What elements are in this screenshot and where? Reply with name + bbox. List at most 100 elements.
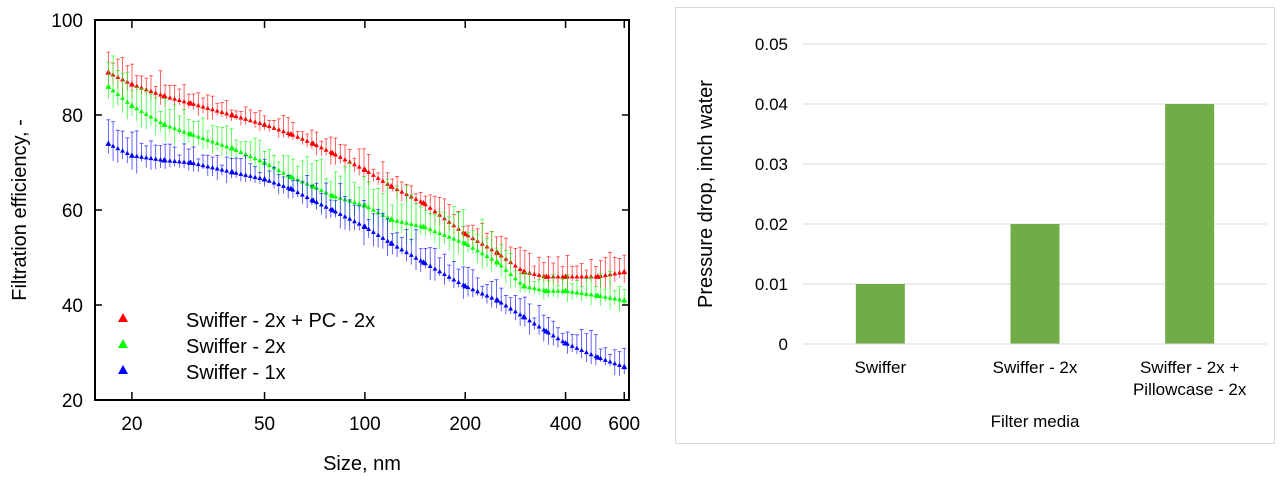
marker [191, 101, 196, 106]
marker [176, 159, 182, 164]
marker [304, 138, 310, 143]
category-label: Swiffer - 2x [993, 358, 1078, 377]
marker [602, 294, 608, 299]
marker [139, 154, 144, 159]
marker [569, 343, 575, 348]
marker [200, 135, 206, 141]
marker [337, 211, 343, 216]
marker [588, 274, 594, 279]
marker [229, 112, 234, 117]
marker [498, 300, 504, 305]
marker [512, 263, 518, 268]
marker [153, 90, 159, 95]
marker [176, 127, 182, 132]
marker [569, 289, 575, 294]
marker [252, 174, 258, 179]
marker [617, 296, 622, 302]
marker [517, 280, 523, 285]
marker [541, 327, 547, 332]
marker [266, 162, 272, 167]
marker [309, 140, 315, 145]
marker [337, 154, 343, 159]
marker [579, 274, 585, 279]
marker [110, 87, 116, 93]
marker [503, 303, 509, 308]
legend-marker [118, 339, 128, 348]
marker [366, 226, 372, 231]
marker [555, 274, 561, 279]
marker [550, 333, 556, 338]
marker [318, 202, 324, 207]
marker [309, 197, 315, 202]
x-axis-title: Size, nm [323, 453, 401, 475]
marker [456, 279, 462, 285]
marker [361, 166, 367, 172]
marker [129, 81, 135, 87]
marker [105, 84, 111, 89]
marker [546, 288, 551, 293]
marker [617, 362, 622, 367]
marker [167, 95, 173, 100]
legend-label: Swiffer - 2x [186, 336, 286, 358]
marker [195, 134, 201, 139]
marker [191, 160, 196, 166]
marker [328, 206, 334, 212]
marker [583, 291, 589, 296]
marker [612, 296, 618, 301]
marker [517, 266, 523, 271]
y-tick-label: 60 [62, 201, 83, 222]
pressure-drop-chart: 0 0.01 0.02 0.03 0.04 0.05 Swiffer Swiffer - 2… [695, 35, 1267, 431]
marker [550, 288, 556, 293]
marker [522, 283, 528, 289]
marker [460, 282, 466, 287]
marker [602, 357, 608, 362]
marker [546, 330, 551, 335]
marker [451, 236, 457, 241]
bar [855, 284, 905, 344]
marker [555, 335, 561, 341]
legend-marker [118, 365, 128, 374]
marker [588, 351, 594, 357]
marker [318, 145, 324, 150]
marker [186, 159, 192, 165]
marker [579, 347, 585, 353]
marker [238, 149, 244, 154]
marker [257, 158, 263, 163]
marker [423, 201, 428, 207]
marker [484, 293, 490, 298]
marker [210, 106, 215, 112]
marker [124, 99, 130, 104]
marker [271, 180, 277, 185]
marker [460, 240, 466, 245]
category-label: Swiffer - 2x + [1140, 358, 1239, 377]
marker [352, 218, 357, 224]
marker [300, 192, 305, 197]
y-tick-label: 0.04 [755, 95, 788, 114]
marker [328, 192, 334, 197]
marker [366, 204, 372, 210]
marker [266, 123, 272, 129]
y-axis-title: Filtration efficiency, - [9, 119, 31, 301]
marker [176, 97, 182, 103]
x-tick-label: 400 [550, 414, 582, 435]
x-tick-label: 50 [254, 414, 275, 435]
data-layer [105, 51, 628, 376]
marker [281, 183, 286, 188]
x-tick-label: 200 [449, 414, 481, 435]
marker [323, 204, 329, 209]
marker [399, 189, 405, 194]
marker [172, 96, 178, 101]
marker [229, 145, 234, 150]
marker [465, 284, 471, 290]
marker [238, 171, 244, 176]
marker [503, 267, 509, 272]
marker [394, 244, 400, 249]
marker [318, 187, 324, 193]
marker [219, 109, 225, 114]
y-tick-label: 40 [62, 296, 83, 317]
marker [555, 288, 561, 293]
series-2 [105, 55, 628, 312]
bar [1010, 224, 1060, 344]
marker [536, 286, 542, 292]
marker [451, 277, 457, 282]
